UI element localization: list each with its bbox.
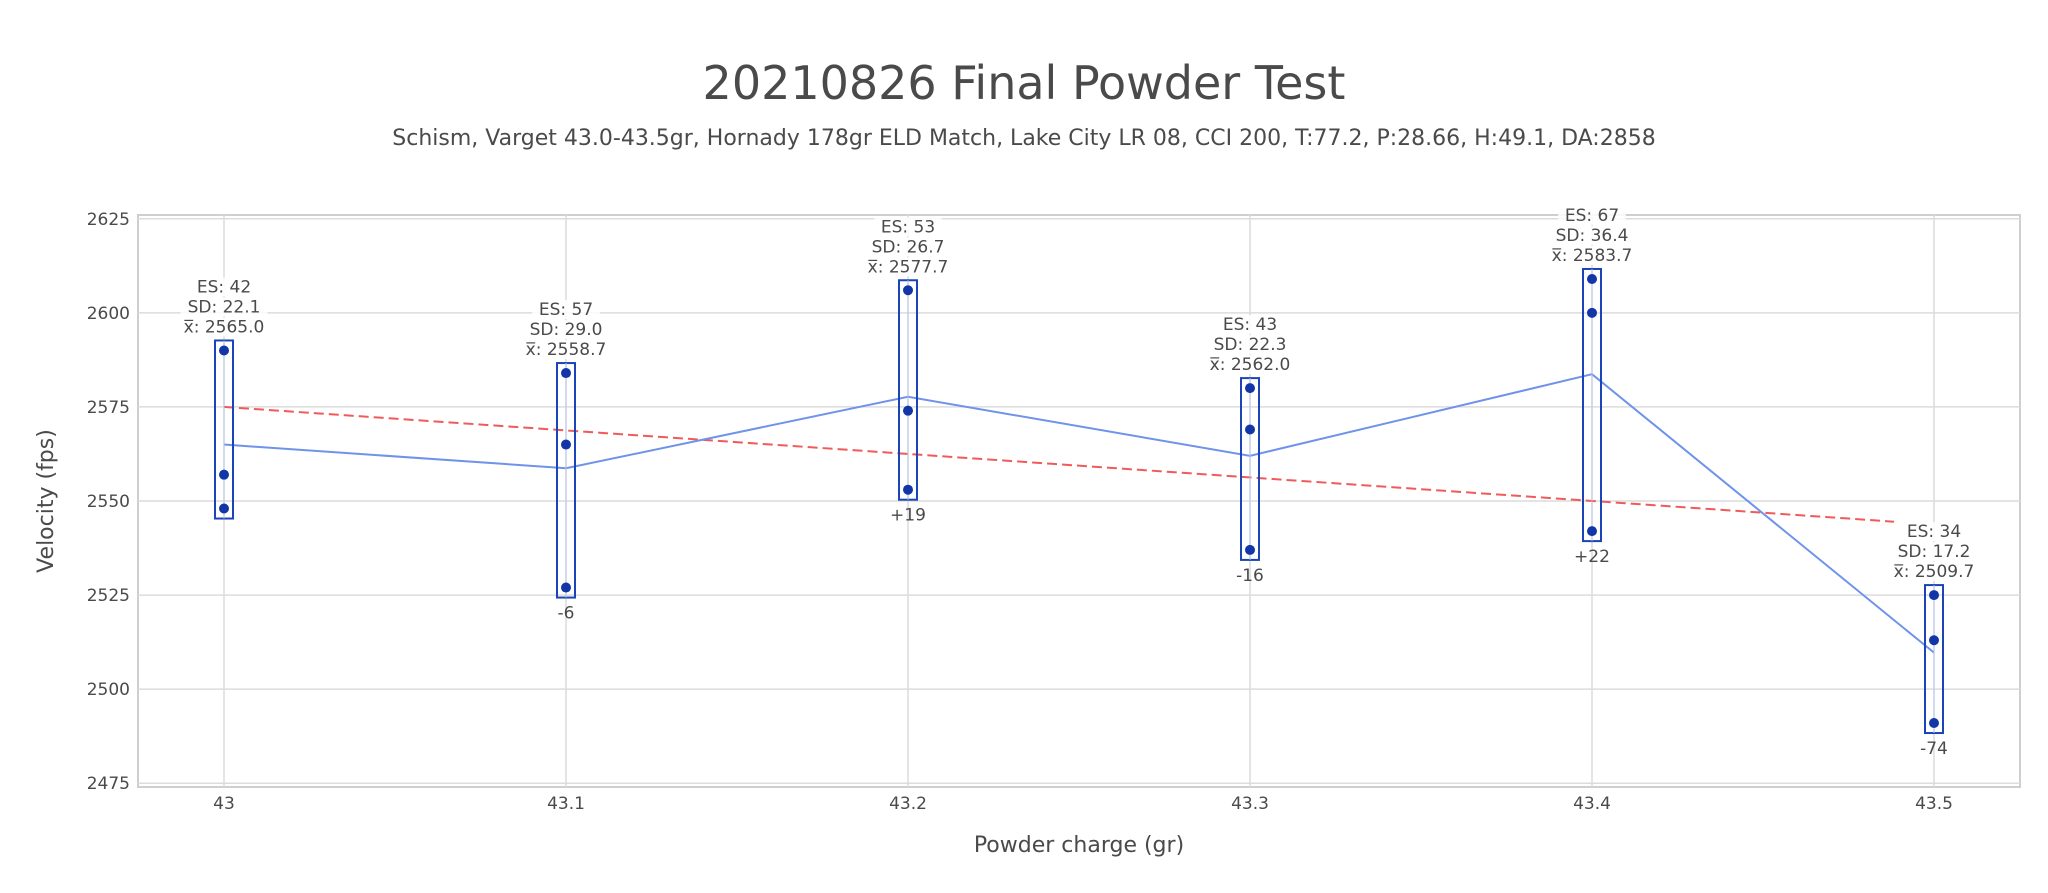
x-tick-label: 43.3 [1231,794,1269,814]
stat-label: ES: 57 [539,300,593,320]
stat-label: SD: 17.2 [1898,542,1971,562]
grid-layer [138,215,2020,787]
stat-label: x̅: 2565.0 [184,317,265,337]
delta-label: -6 [558,604,575,624]
stat-label: SD: 22.3 [1214,335,1287,355]
stat-label: x̅: 2562.0 [1210,355,1291,375]
stat-label: ES: 34 [1907,522,1961,542]
delta-label: +19 [890,506,926,526]
stat-label-bg [190,277,258,297]
stat-label: ES: 67 [1565,206,1619,226]
stat-label: SD: 26.7 [872,237,945,257]
stat-label-bg [864,237,952,257]
stat-label: SD: 29.0 [530,320,603,340]
y-tick-label: 2550 [87,492,130,512]
trendline-layer [223,405,1895,523]
x-tick-label: 43.2 [889,794,927,814]
stat-label: x̅: 2577.7 [868,257,949,277]
shot-point [1929,718,1939,729]
delta-label: -74 [1920,739,1948,759]
stat-label: ES: 42 [197,277,251,297]
x-tick-label: 43 [213,794,235,814]
mean-velocity-line [223,373,1935,654]
stat-label: ES: 43 [1223,315,1277,335]
trendline [223,405,1895,523]
shot-point [1245,424,1255,435]
shot-point [1587,273,1597,284]
y-tick-label: 2575 [87,398,130,418]
y-tick-label: 2500 [87,680,130,700]
x-tick-label: 43.4 [1573,794,1611,814]
y-axis-label: Velocity (fps) [34,429,59,573]
stat-label-bg [1548,225,1636,245]
stat-label-bg [1890,542,1978,562]
shot-point [219,469,229,480]
tick-layer: 2475 2500 2525 2550 2575 2600 2625 43 43.1 43.2 43… [87,210,1953,814]
stat-label-bg [180,297,268,317]
x-axis-label: Powder charge (gr) [974,833,1184,858]
stat-label-bg [522,320,610,340]
mean-line-layer [223,373,1935,654]
shot-point [1245,544,1255,555]
stat-label: x̅: 2558.7 [526,340,607,360]
stat-label-bg [1539,245,1645,265]
stat-label-bg [855,257,961,277]
shot-point [1587,526,1597,537]
shot-point [1245,383,1255,394]
stat-label: x̅: 2583.7 [1552,246,1633,266]
stat-label: ES: 53 [881,217,935,237]
stat-label-bg [1216,315,1284,335]
shot-point [1929,635,1939,646]
stat-label-bg [874,217,942,237]
shot-point [903,405,913,416]
x-tick-label: 43.5 [1915,794,1953,814]
shot-point [219,345,229,356]
stat-label-bg [171,317,277,337]
shot-point [903,285,913,296]
chart-title: 20210826 Final Powder Test [703,56,1346,110]
shot-group-layer [214,267,1944,735]
shot-point [561,582,571,593]
shot-point [561,368,571,379]
delta-label: -16 [1236,566,1264,586]
x-tick-label: 43.1 [547,794,585,814]
stat-label-bg [1206,335,1294,355]
stat-label-bg [1900,522,1968,542]
shot-point [1587,307,1597,318]
delta-label: +22 [1574,547,1610,567]
stat-label-bg [532,300,600,320]
shot-point [903,484,913,495]
stat-label: SD: 36.4 [1556,226,1629,246]
shot-point [1929,590,1939,601]
shot-point [561,439,571,450]
stat-label: SD: 22.1 [188,297,261,317]
shot-point [219,503,229,514]
y-tick-label: 2525 [87,586,130,606]
y-tick-label: 2625 [87,210,130,230]
y-tick-label: 2600 [87,304,130,324]
y-tick-label: 2475 [87,774,130,794]
stat-label-bg [1558,205,1626,225]
stat-label-bg [1197,355,1303,375]
stat-label-bg [1881,562,1987,582]
chart-subtitle: Schism, Varget 43.0-43.5gr, Hornady 178g… [392,126,1655,151]
stat-label-bg [513,340,619,360]
stat-label: x̅: 2509.7 [1894,562,1975,582]
